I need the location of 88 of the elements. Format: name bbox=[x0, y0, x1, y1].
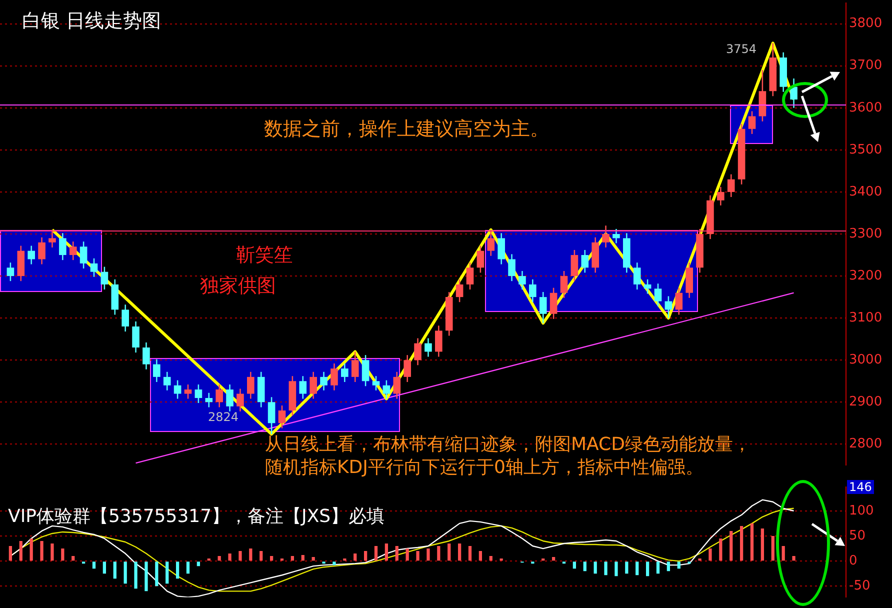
y-tick-label: 3700 bbox=[849, 58, 882, 74]
bar bbox=[30, 538, 33, 561]
y-tick-label: 3600 bbox=[849, 100, 882, 116]
bar bbox=[666, 562, 670, 572]
y-tick-label: 0 bbox=[849, 553, 858, 568]
bar bbox=[92, 562, 96, 569]
bar bbox=[719, 538, 722, 561]
bar bbox=[19, 540, 22, 561]
bar bbox=[740, 526, 744, 561]
bar bbox=[614, 562, 618, 576]
bar bbox=[750, 523, 754, 561]
y-tick-label: 50 bbox=[849, 528, 866, 544]
bar bbox=[426, 548, 430, 561]
bar bbox=[395, 546, 398, 561]
y-tick-label: 3000 bbox=[849, 352, 882, 368]
bar bbox=[196, 562, 200, 566]
y-tick-label: 3500 bbox=[849, 142, 882, 158]
bar bbox=[8, 546, 12, 561]
y-tick-label: 3200 bbox=[849, 268, 882, 284]
bar bbox=[124, 562, 127, 584]
y-tick-label: 3100 bbox=[849, 310, 882, 326]
bar bbox=[249, 548, 252, 561]
annotation: 随机指标KDJ平行向下运行于0轴上方，指标中性偏强。 bbox=[265, 456, 704, 479]
text: 146 bbox=[847, 480, 874, 494]
bar bbox=[364, 551, 368, 561]
bar bbox=[260, 551, 263, 561]
bar bbox=[155, 562, 158, 586]
chart-title: 白银 日线走势图 bbox=[22, 9, 162, 34]
bar bbox=[144, 562, 148, 592]
y-tick-label: 3300 bbox=[849, 226, 882, 242]
annotation: 独家供图 bbox=[200, 274, 276, 299]
bar bbox=[72, 556, 75, 561]
bar bbox=[332, 562, 336, 566]
bar bbox=[312, 557, 315, 561]
bar bbox=[782, 546, 785, 561]
bar bbox=[677, 562, 680, 569]
bar bbox=[468, 546, 472, 561]
bar bbox=[374, 546, 378, 561]
bar bbox=[218, 556, 221, 561]
bar bbox=[102, 562, 106, 574]
bar bbox=[656, 562, 660, 574]
bar bbox=[228, 554, 232, 561]
bar bbox=[458, 544, 462, 561]
bar bbox=[270, 556, 274, 561]
bar bbox=[61, 548, 64, 561]
bar bbox=[437, 546, 440, 561]
bar bbox=[583, 562, 586, 572]
y-tick-label: 2800 bbox=[849, 436, 882, 452]
annotation: 3754 bbox=[726, 42, 757, 56]
bar bbox=[572, 562, 576, 569]
bar bbox=[290, 556, 294, 561]
bar bbox=[730, 530, 733, 561]
bar bbox=[301, 555, 304, 561]
bar bbox=[406, 548, 409, 561]
annotation: 从日线上看，布林带有缩口迹象，附图MACD绿色动能放量， bbox=[265, 433, 751, 456]
bar bbox=[594, 562, 597, 574]
bar bbox=[478, 551, 482, 561]
annotation: 数据之前，操作上建议高空为主。 bbox=[264, 117, 549, 142]
bar bbox=[186, 562, 190, 574]
y-tick-label: 2900 bbox=[849, 394, 882, 410]
bar bbox=[238, 551, 242, 561]
bar bbox=[708, 548, 712, 561]
bar bbox=[40, 540, 44, 561]
annotation: 2824 bbox=[208, 410, 239, 424]
bar bbox=[166, 562, 169, 584]
bar bbox=[636, 562, 639, 576]
bar bbox=[552, 557, 556, 561]
bar bbox=[646, 562, 650, 576]
y-tick-label: 3800 bbox=[849, 16, 882, 32]
y-tick-label: 100 bbox=[849, 503, 874, 518]
bar bbox=[771, 536, 774, 561]
bar bbox=[384, 544, 388, 561]
bar bbox=[448, 544, 451, 561]
y-tick-label: -50 bbox=[849, 578, 870, 594]
bar bbox=[416, 551, 420, 561]
bar bbox=[176, 562, 180, 579]
bar bbox=[792, 556, 796, 561]
bar bbox=[760, 528, 764, 561]
bar bbox=[50, 544, 54, 561]
bar bbox=[354, 554, 357, 561]
annotation: 靳笑笙 bbox=[236, 243, 293, 268]
annotation: VIP体验群【535755317】，备注【JXS】必填 bbox=[8, 505, 385, 528]
y-tick-label: 3400 bbox=[849, 184, 882, 200]
bar bbox=[604, 562, 608, 576]
bar bbox=[113, 562, 116, 579]
bar bbox=[625, 562, 628, 574]
bar bbox=[489, 556, 492, 561]
bar bbox=[134, 562, 138, 589]
